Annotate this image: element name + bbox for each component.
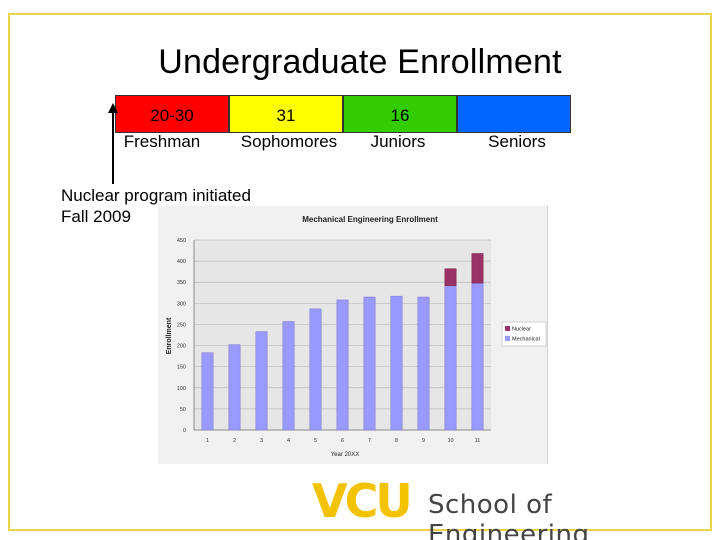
freshman-label: Freshman xyxy=(123,132,201,151)
nuclear-note-line-1: Nuclear program initiated xyxy=(61,186,251,205)
y-tick-label: 200 xyxy=(177,344,186,350)
freshman-block: 20-30 xyxy=(115,95,229,133)
bar-mechanical xyxy=(390,295,403,431)
y-tick-label: 400 xyxy=(177,259,186,265)
sophomore-block: 31 xyxy=(229,95,343,133)
bar-mechanical xyxy=(363,296,376,431)
slide-title: Undergraduate Enrollment xyxy=(158,43,562,81)
bar-mechanical xyxy=(444,285,457,431)
sophomore-label: Sophomores xyxy=(240,132,338,151)
bar-mechanical xyxy=(282,321,295,431)
x-tick-label: 7 xyxy=(368,438,371,444)
arrow-line xyxy=(112,112,114,184)
y-tick-label: 100 xyxy=(177,386,186,392)
sophomore-count: 31 xyxy=(276,106,296,125)
nuclear-note: Nuclear program initiated Fall 2009 xyxy=(61,185,251,227)
junior-block: 16 xyxy=(343,95,457,133)
bar-mechanical xyxy=(201,352,214,431)
bar-mechanical xyxy=(228,344,241,431)
legend-swatch xyxy=(505,336,510,341)
x-tick-label: 3 xyxy=(260,438,263,444)
bar-nuclear xyxy=(471,253,484,284)
nuclear-note-line-2: Fall 2009 xyxy=(61,207,131,226)
enrollment-chart-svg: 0 50 100 150 200 250 300 350 400 450 1 2 3 4 5 6 7 8 9 10 11… xyxy=(166,215,547,458)
y-tick-label: 150 xyxy=(177,365,186,371)
x-tick-label: 1 xyxy=(206,438,209,444)
legend-swatch xyxy=(505,326,510,331)
junior-count: 16 xyxy=(390,106,410,125)
x-tick-label: 11 xyxy=(475,438,481,444)
bar-mechanical xyxy=(471,282,484,431)
y-tick-label: 450 xyxy=(177,238,186,244)
legend-label: Nuclear xyxy=(512,327,531,333)
x-tick-label: 6 xyxy=(341,438,344,444)
x-tick-label: 10 xyxy=(447,438,453,444)
y-tick-label: 0 xyxy=(183,428,186,434)
y-tick-label: 50 xyxy=(180,407,186,413)
y-tick-label: 350 xyxy=(177,280,186,286)
chart-title: Mechanical Engineering Enrollment xyxy=(302,215,438,224)
chart-x-axis-label: Year 20XX xyxy=(331,452,359,458)
x-tick-label: 2 xyxy=(233,438,236,444)
bar-nuclear xyxy=(444,268,457,286)
x-tick-label: 8 xyxy=(395,438,398,444)
bar-mechanical xyxy=(255,331,268,431)
legend-label: Mechanical xyxy=(512,337,540,343)
senior-block xyxy=(457,95,571,133)
chart-y-axis-label: Enrollment xyxy=(166,317,173,354)
x-tick-label: 9 xyxy=(422,438,425,444)
vcu-logo: VCU xyxy=(312,474,413,528)
y-tick-label: 300 xyxy=(177,301,186,307)
arrow-up-icon xyxy=(108,103,118,113)
freshman-count: 20-30 xyxy=(150,106,194,125)
enrollment-chart: 0 50 100 150 200 250 300 350 400 450 1 2 3 4 5 6 7 8 9 10 11… xyxy=(158,206,548,464)
x-tick-label: 4 xyxy=(287,438,290,444)
bar-mechanical xyxy=(417,296,430,431)
bar-mechanical xyxy=(336,299,349,431)
senior-label: Seniors xyxy=(488,132,546,151)
junior-label: Juniors xyxy=(370,132,426,151)
bar-mechanical xyxy=(309,308,322,431)
y-tick-label: 250 xyxy=(177,322,186,328)
school-name: School of Engineering xyxy=(428,490,590,540)
x-tick-label: 5 xyxy=(314,438,317,444)
